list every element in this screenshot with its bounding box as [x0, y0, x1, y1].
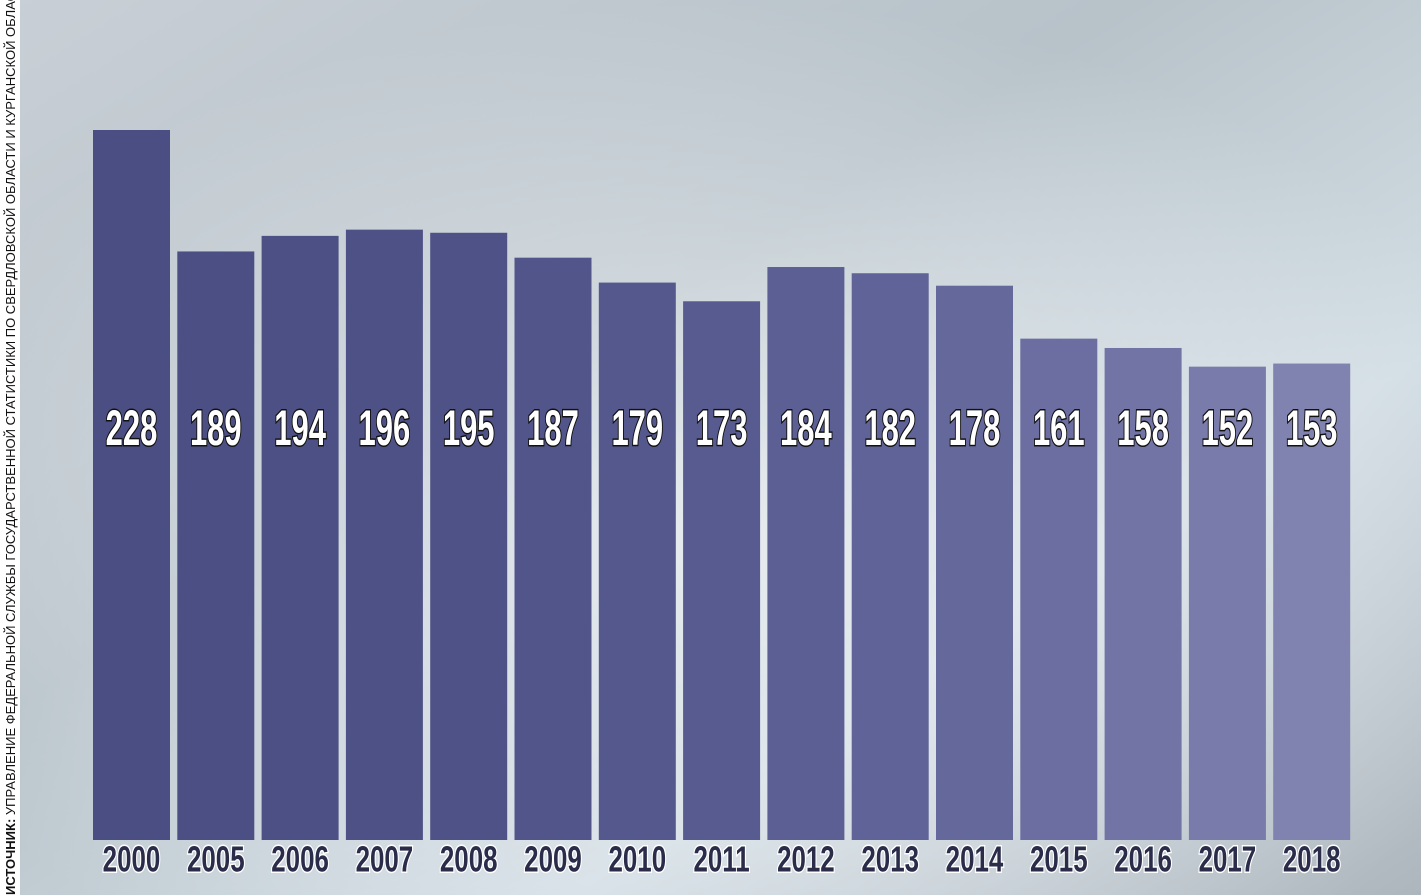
value-label: 194	[274, 400, 326, 456]
x-tick-label: 2013	[861, 839, 919, 879]
bar	[93, 130, 170, 840]
value-label: 178	[949, 400, 1001, 456]
bar	[1020, 338, 1098, 840]
x-tick-label: 2006	[271, 839, 329, 879]
bar	[1104, 347, 1182, 840]
x-tick-label: 2007	[356, 839, 414, 879]
x-tick-label: 2012	[777, 839, 835, 879]
bar	[1188, 366, 1266, 840]
value-label: 228	[106, 400, 158, 456]
bar	[767, 267, 845, 840]
value-label: 182	[864, 400, 916, 456]
x-tick-label: 2010	[608, 839, 666, 879]
bar	[683, 301, 761, 840]
bar	[1273, 363, 1351, 840]
x-tick-label: 2011	[693, 839, 749, 879]
source: УПРАВЛЕНИЕ ФЕДЕРАЛЬНОЙ СЛУЖБЫ ГОСУДАРСТВ…	[3, 0, 18, 815]
bar	[177, 251, 255, 840]
value-label: 189	[190, 400, 242, 456]
x-tick-label: 2018	[1283, 839, 1341, 879]
bar	[936, 285, 1013, 840]
value-label: 195	[443, 400, 495, 456]
source-strip	[0, 0, 20, 895]
bar	[851, 273, 929, 840]
x-tick-label: 2000	[103, 839, 161, 879]
bar	[345, 229, 423, 841]
value-label: 153	[1286, 400, 1338, 456]
value-label: 161	[1033, 400, 1085, 456]
x-tick-label: 2009	[524, 839, 582, 879]
x-tick-label: 2015	[1030, 839, 1088, 879]
x-tick-label: 2017	[1199, 839, 1257, 879]
bar	[598, 282, 676, 840]
x-tick-label: 2005	[187, 839, 245, 879]
source-label: ИСТОЧНИК:	[3, 819, 18, 895]
bar	[430, 232, 508, 840]
value-label: 173	[696, 400, 748, 456]
source-group: ИСТОЧНИК: УПРАВЛЕНИЕ ФЕДЕРАЛЬНОЙ СЛУЖБЫ …	[3, 0, 18, 895]
value-label: 179	[611, 400, 663, 456]
x-tick-label: 2016	[1114, 839, 1172, 879]
source-text: ИСТОЧНИК: УПРАВЛЕНИЕ ФЕДЕРАЛЬНОЙ СЛУЖБЫ …	[3, 0, 18, 895]
bar	[261, 235, 339, 840]
value-label: 158	[1117, 400, 1169, 456]
value-label: 187	[527, 400, 579, 456]
value-label: 184	[780, 400, 832, 456]
x-tick-label: 2008	[440, 839, 498, 879]
value-label: 196	[359, 400, 411, 456]
x-tick-label: 2014	[946, 839, 1004, 879]
value-label: 152	[1202, 400, 1254, 456]
bar	[514, 257, 592, 841]
